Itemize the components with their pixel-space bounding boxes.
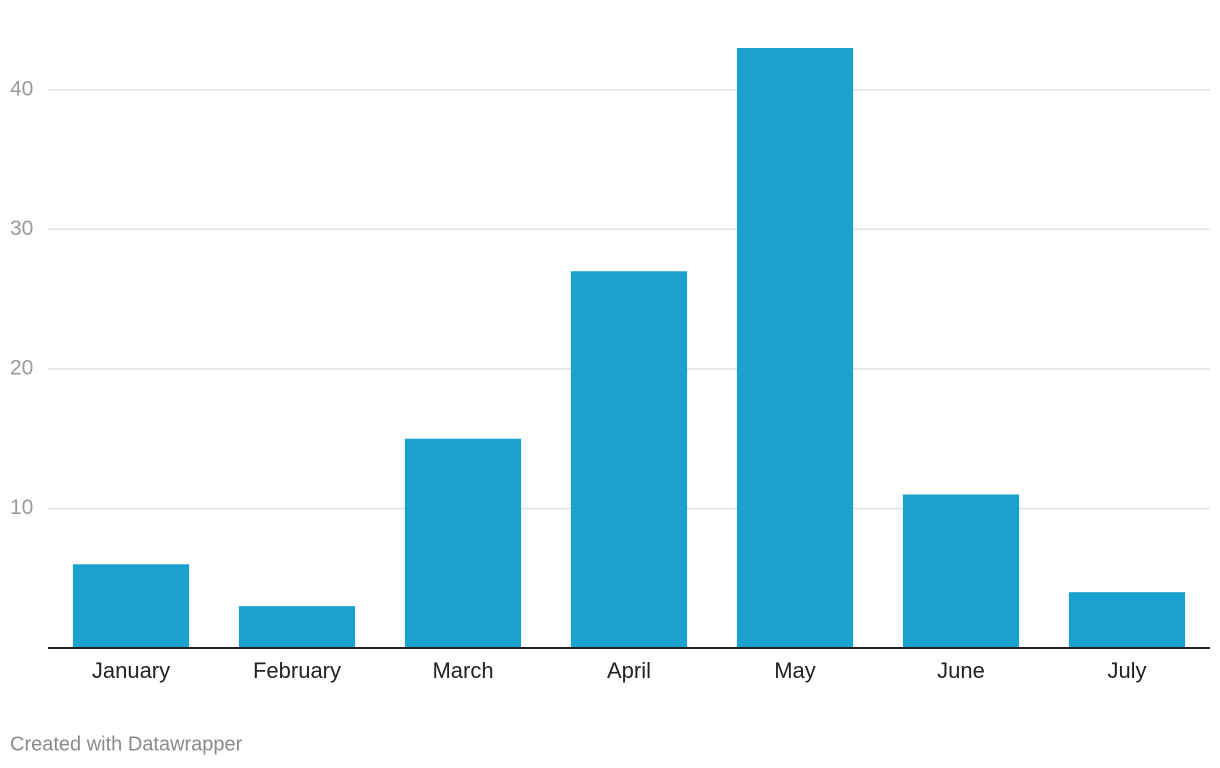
bar (902, 494, 1020, 648)
y-tick-label: 30 (10, 217, 33, 240)
x-tick-label: May (774, 658, 816, 683)
x-tick-label: June (937, 658, 985, 683)
x-tick-label: July (1107, 658, 1146, 683)
x-tick-label: February (253, 658, 341, 683)
bar (570, 271, 688, 648)
y-tick-label: 10 (10, 496, 33, 519)
bar (736, 48, 854, 648)
credit: Created with Datawrapper (10, 733, 243, 755)
y-tick-label: 20 (10, 356, 33, 379)
bar (72, 564, 190, 648)
x-tick-label: January (92, 658, 170, 683)
y-tick-label: 40 (10, 77, 33, 100)
bar (238, 606, 356, 648)
x-tick-label: March (432, 658, 493, 683)
bar (1068, 592, 1186, 648)
x-tick-label: April (607, 658, 651, 683)
bar (404, 438, 522, 648)
